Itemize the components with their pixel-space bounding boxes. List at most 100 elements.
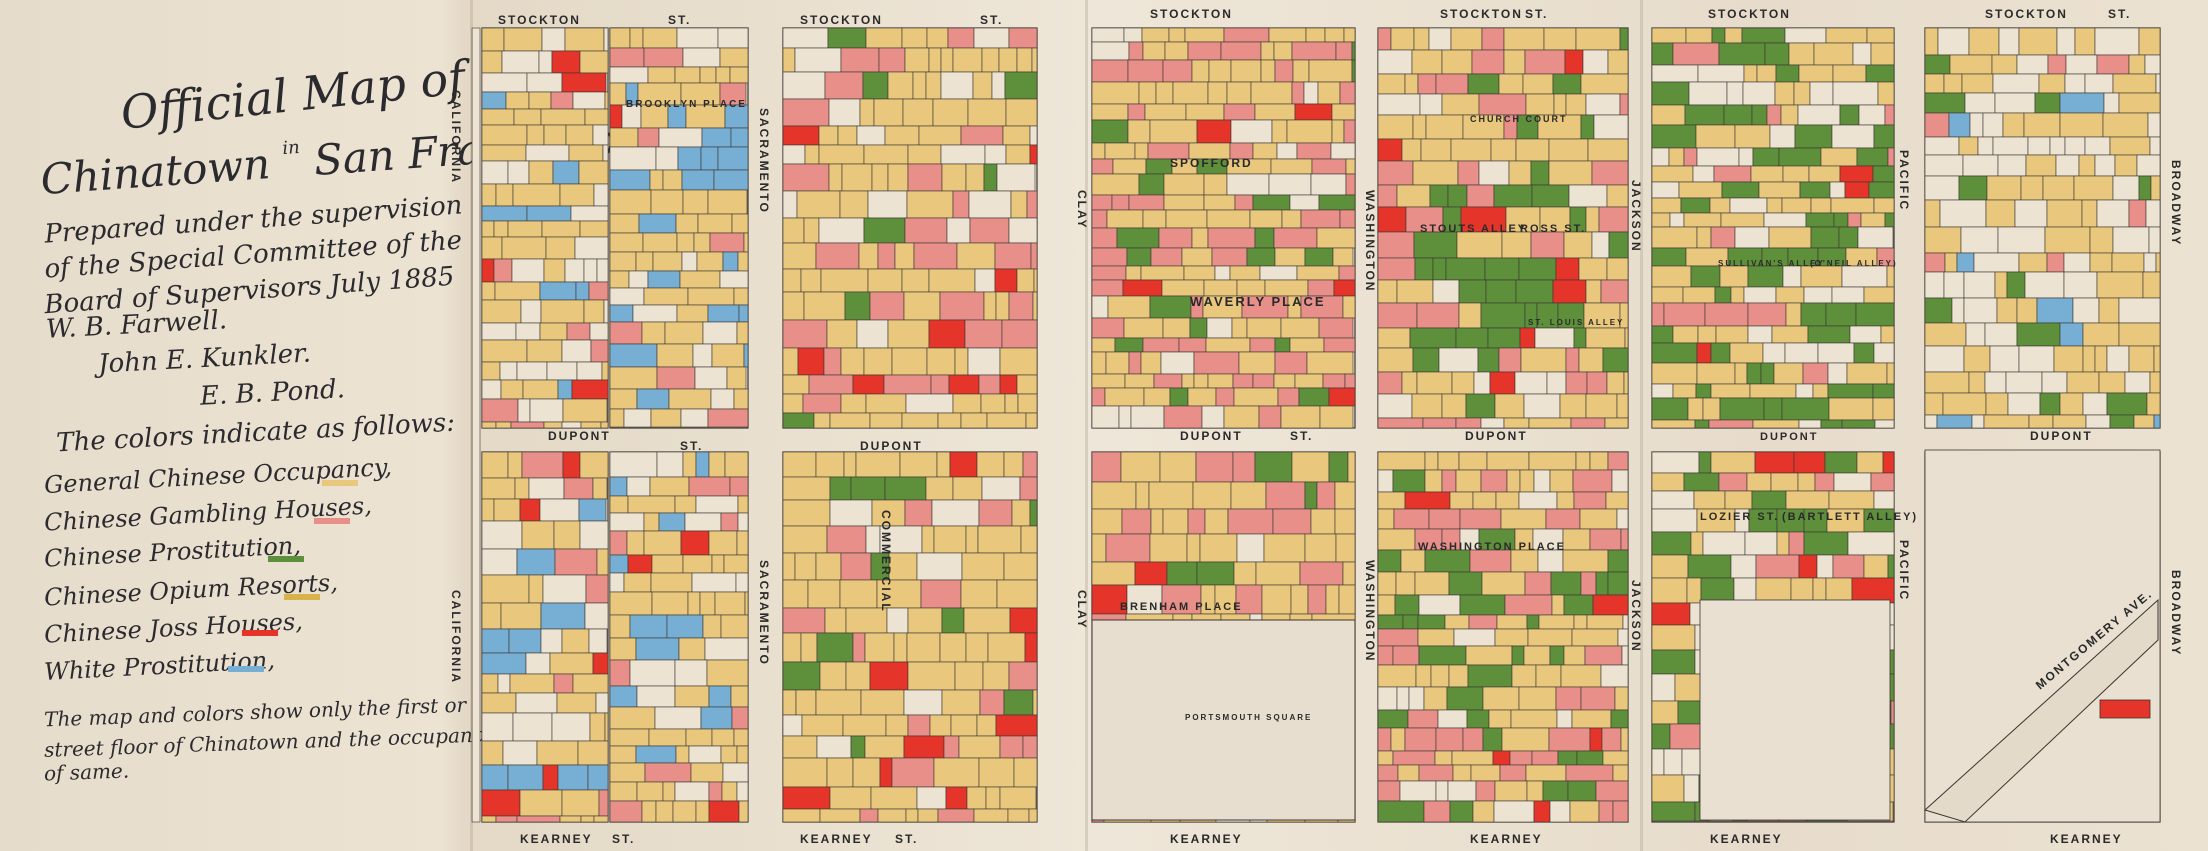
building-lot-1832 (2109, 414, 2135, 429)
building-lot-554 (782, 525, 828, 554)
building-lot-435 (965, 163, 985, 192)
building-lot-314 (735, 572, 749, 593)
building-lot-1511 (1651, 383, 1674, 399)
building-lot-1239 (1563, 594, 1594, 616)
building-lot-580 (824, 607, 847, 634)
building-lot-362 (708, 781, 723, 802)
building-lot-67 (520, 299, 542, 324)
building-lot-1154 (1494, 393, 1525, 419)
building-lot-293 (643, 512, 660, 532)
building-lot-761 (1281, 209, 1302, 229)
building-lot-1551 (1833, 472, 1872, 492)
building-lot-1831 (2085, 414, 2111, 429)
building-lot-524 (937, 412, 962, 429)
building-lot-59 (583, 258, 598, 283)
building-lot-332 (674, 659, 708, 687)
building-lot-268 (668, 388, 712, 410)
building-lot-1444 (1710, 226, 1736, 249)
building-lot-674 (1220, 41, 1262, 61)
street-oneil-alley: (O'NEIL ALLEY) (1810, 259, 1898, 268)
building-lot-292 (609, 512, 645, 532)
building-lot-1572 (1776, 531, 1790, 556)
building-lot-1191 (1472, 491, 1497, 510)
building-lot-256 (736, 321, 749, 345)
building-lot-184 (609, 66, 649, 84)
street-sacramento-1: SACRAMENTO (757, 108, 771, 214)
building-lot-912 (1161, 584, 1202, 615)
building-lot-665 (1268, 27, 1307, 43)
building-lot-287 (609, 495, 629, 514)
building-lot-1729 (1997, 154, 2027, 177)
building-lot-1438 (1833, 212, 1849, 228)
building-lot-660 (1123, 27, 1143, 43)
building-lot-2 (541, 27, 566, 52)
building-lot-1232 (1607, 571, 1629, 596)
street-st-d3: ST. (1290, 429, 1313, 443)
building-lot-615 (782, 714, 803, 737)
building-lot-1376 (1793, 81, 1811, 106)
building-lot-1636 (1890, 700, 1895, 725)
building-lot-1578 (1730, 554, 1757, 579)
building-lot-1338 (1423, 800, 1451, 823)
building-lot-375 (901, 27, 928, 49)
building-lot-20 (513, 108, 542, 126)
building-lot-1745 (1924, 199, 1941, 228)
building-lot-1365 (1743, 64, 1758, 83)
building-lot-344 (648, 728, 687, 747)
building-lot-467 (867, 268, 903, 293)
building-lot-107 (481, 477, 516, 500)
building-lot-134 (508, 628, 542, 654)
building-lot-306 (651, 554, 684, 574)
building-lot-1749 (2046, 199, 2083, 228)
building-lot-445 (1010, 190, 1028, 219)
building-lot-1748 (2014, 199, 2048, 228)
building-lot-1236 (1459, 594, 1506, 616)
building-lot-688 (1292, 59, 1310, 83)
building-lot-428 (782, 163, 830, 192)
building-lot-139 (525, 652, 551, 675)
building-lot-38 (495, 183, 514, 207)
building-lot-1314 (1531, 750, 1559, 766)
building-lot-610 (903, 689, 943, 716)
building-lot-1682 (2138, 27, 2161, 56)
building-lot-370 (708, 800, 740, 823)
building-lot-635 (852, 757, 881, 788)
building-lot-558 (921, 525, 935, 554)
building-lot-1684 (1949, 54, 1993, 75)
building-lot-598 (782, 661, 821, 691)
building-lot-820 (1205, 337, 1251, 353)
building-lot-543 (952, 476, 983, 501)
building-lot-45 (481, 220, 495, 238)
building-lot-1148 (1606, 371, 1625, 395)
building-lot-1051 (1377, 138, 1403, 162)
building-lot-91 (481, 398, 519, 423)
building-lot-24 (526, 124, 545, 146)
building-lot-1370 (1865, 64, 1895, 83)
building-lot-94 (562, 398, 608, 423)
building-lot-527 (1025, 412, 1038, 429)
building-lot-1416 (1678, 181, 1723, 199)
building-lot-1398 (1668, 147, 1685, 167)
building-lot-640 (1013, 757, 1038, 788)
building-lot-514 (905, 393, 954, 414)
building-lot-646 (966, 786, 987, 810)
building-lot-1779 (2096, 271, 2144, 299)
building-lot-325 (720, 614, 749, 639)
building-lot-1120 (1377, 327, 1411, 349)
building-lot-476 (844, 291, 871, 321)
building-lot-707 (1254, 103, 1296, 121)
building-lot-30 (568, 144, 604, 162)
building-lot-237 (737, 251, 749, 272)
building-lot-866 (1120, 451, 1161, 483)
building-lot-1602 (1651, 624, 1696, 651)
building-lot-1717 (1924, 136, 1960, 156)
building-lot-183 (719, 47, 749, 68)
building-lot-278 (682, 451, 697, 478)
building-lot-378 (973, 27, 1010, 49)
building-lot-1758 (2089, 226, 2114, 254)
building-lot-1086 (1413, 231, 1458, 259)
building-lot-1591 (1812, 577, 1827, 604)
building-lot-1381 (1684, 104, 1725, 126)
building-lot-717 (1331, 119, 1345, 144)
building-lot-1221 (1562, 549, 1609, 573)
